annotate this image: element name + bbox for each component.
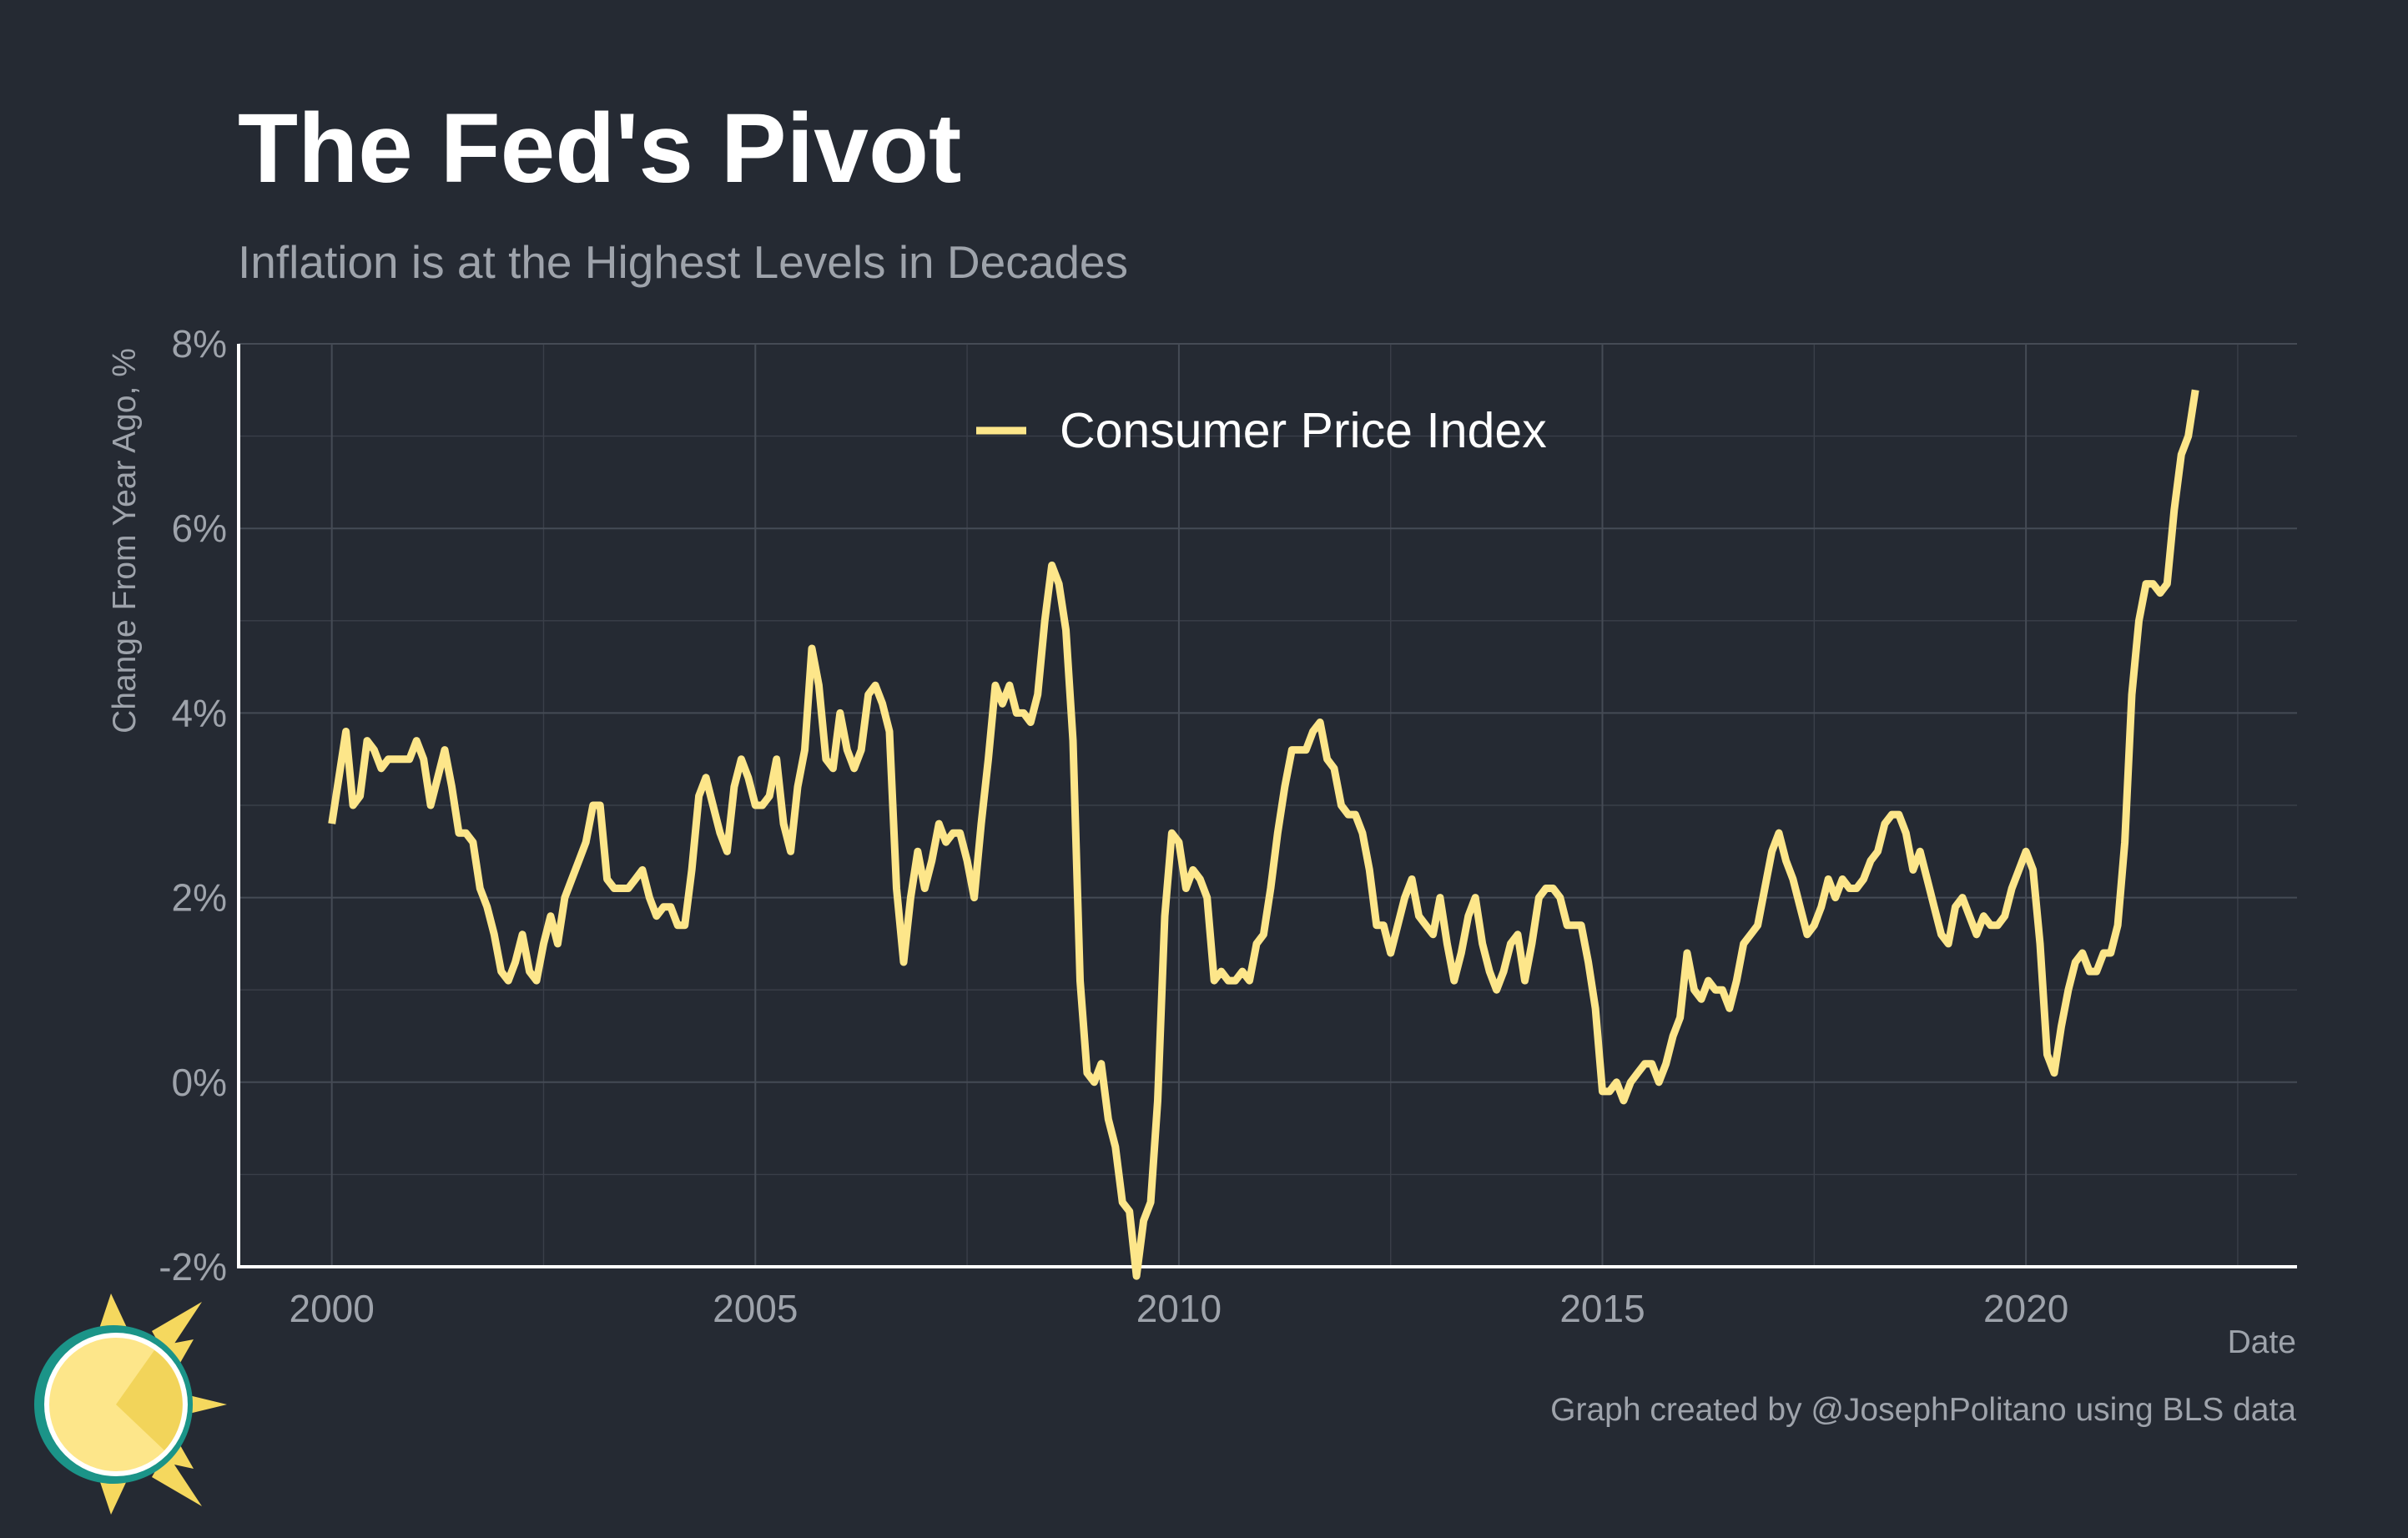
x-axis-title: Date bbox=[2228, 1324, 2296, 1360]
y-tick-label: 4% bbox=[172, 691, 227, 734]
y-tick-label: 8% bbox=[172, 322, 227, 366]
y-tick-label: 0% bbox=[172, 1061, 227, 1104]
y-tick-label: -2% bbox=[159, 1245, 227, 1288]
y-tick-label: 6% bbox=[172, 507, 227, 550]
x-tick-label: 2000 bbox=[290, 1287, 375, 1330]
legend-entry-label: Consumer Price Index bbox=[1060, 403, 1547, 458]
y-tick-label: 2% bbox=[172, 876, 227, 920]
series-line-0 bbox=[328, 389, 2199, 1280]
y-axis-title: Change From Year Ago, % bbox=[107, 348, 143, 734]
x-tick-label: 2005 bbox=[713, 1287, 798, 1330]
x-tick-label: 2010 bbox=[1136, 1287, 1222, 1330]
chart-subtitle: Inflation is at the Highest Levels in De… bbox=[238, 236, 1128, 288]
series-lines bbox=[328, 389, 2199, 1280]
chart-caption: Graph created by @JosephPolitano using B… bbox=[1550, 1392, 2296, 1428]
sun-logo-icon bbox=[34, 1293, 227, 1515]
minor-gridlines bbox=[239, 344, 2297, 1267]
x-tick-label: 2015 bbox=[1559, 1287, 1645, 1330]
x-axis-ticks: 2000 2005 2010 2015 2020 bbox=[290, 1287, 2069, 1330]
x-tick-label: 2020 bbox=[1983, 1287, 2068, 1330]
y-axis-ticks: -2% 0% 2% 4% 6% 8% bbox=[159, 322, 227, 1288]
chart-title: The Fed's Pivot bbox=[238, 93, 961, 204]
legend: Consumer Price Index bbox=[976, 403, 1547, 458]
